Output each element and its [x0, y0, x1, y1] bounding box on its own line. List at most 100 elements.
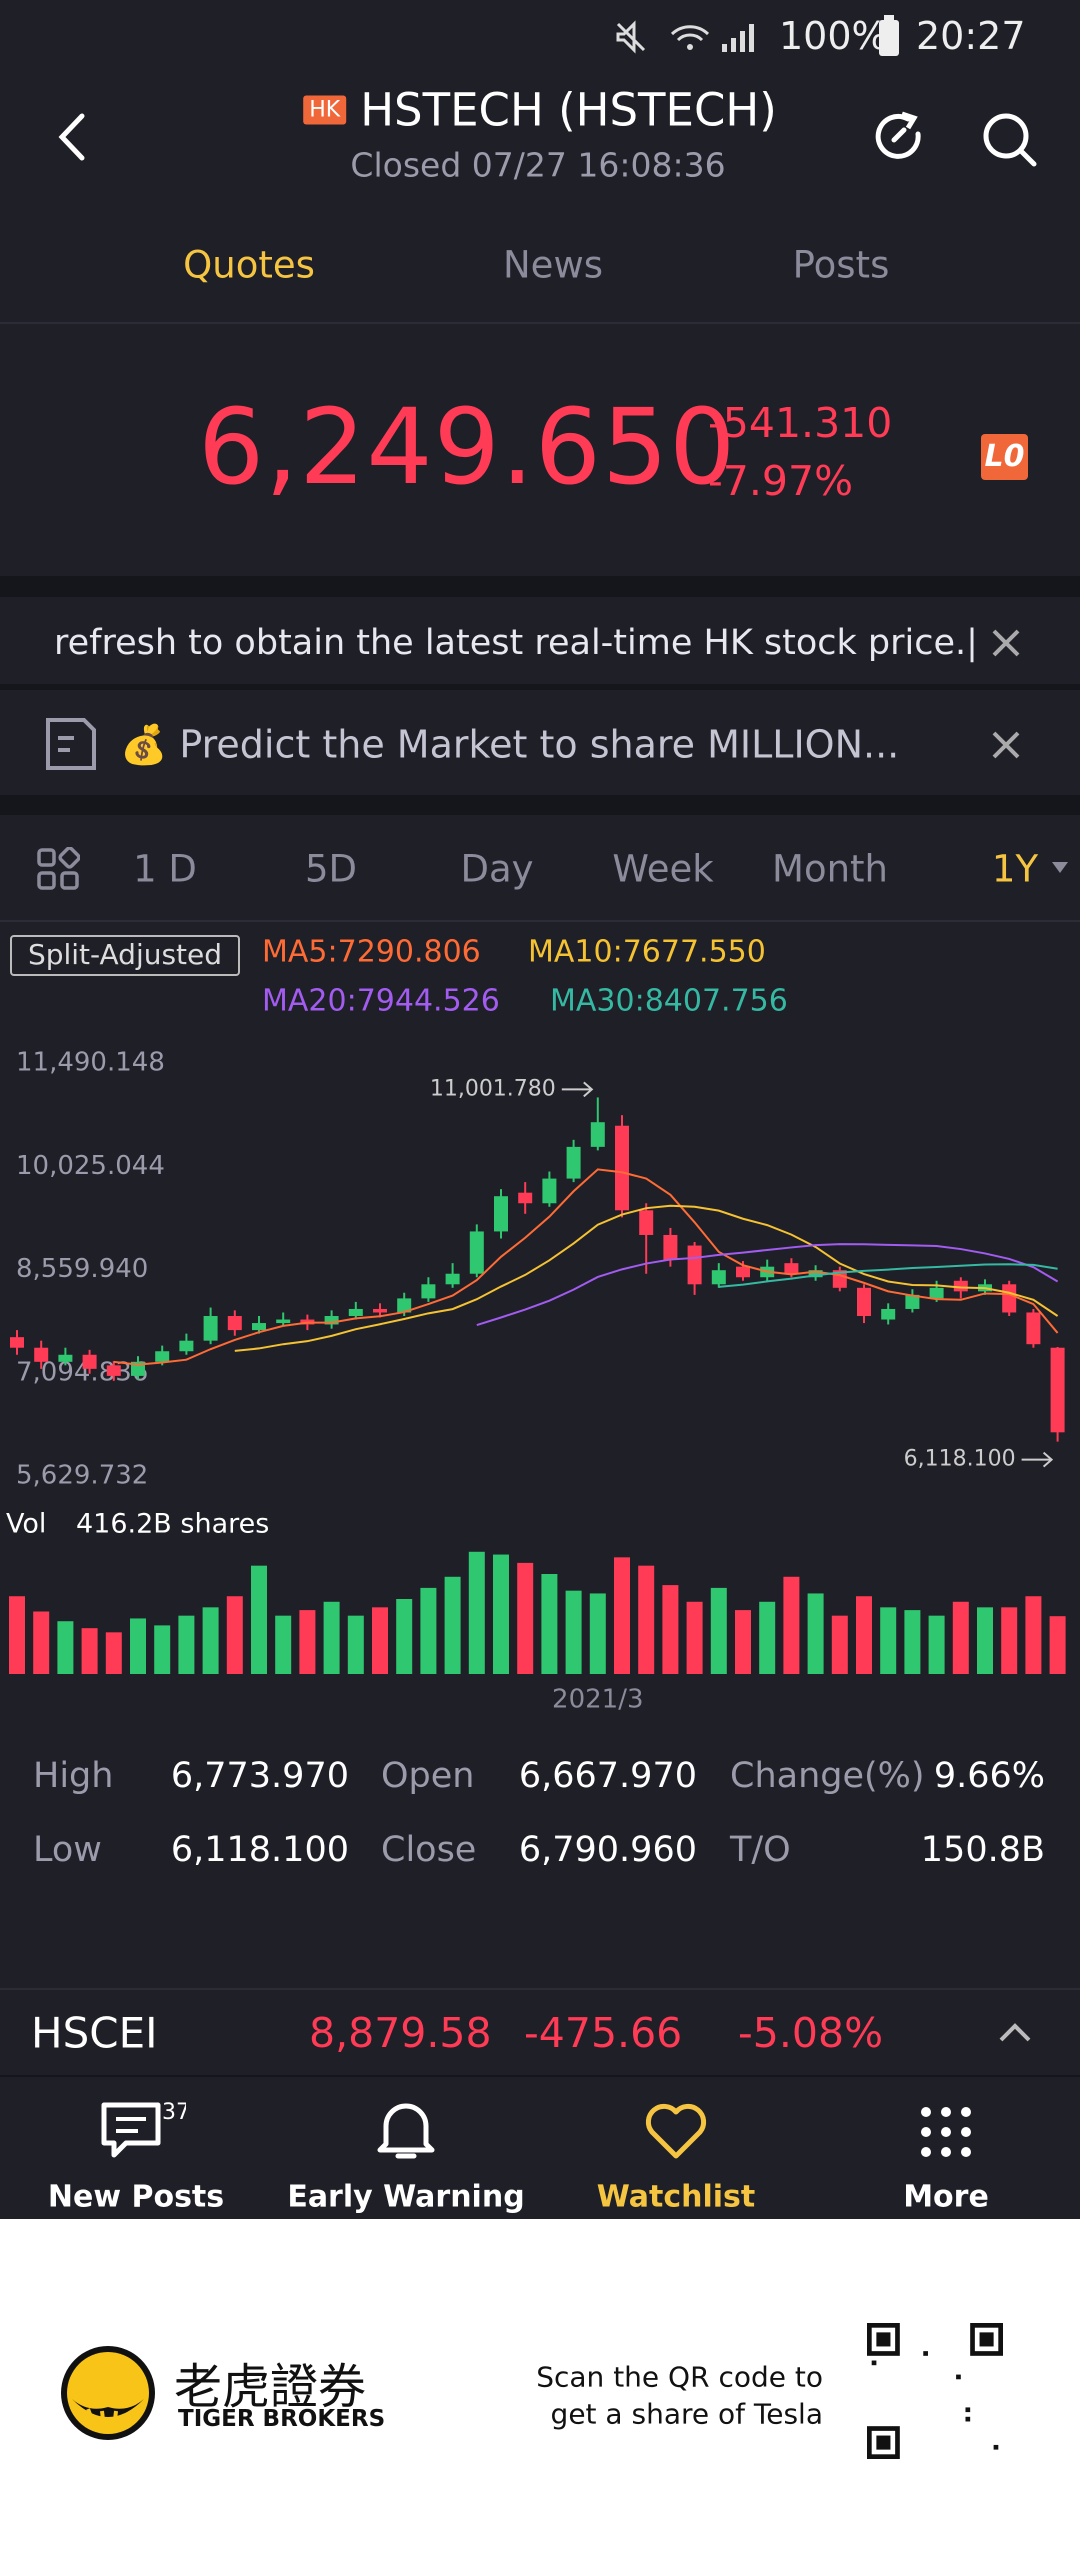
stat-label: Low: [33, 1830, 102, 1870]
nav-label[interactable]: Early Warning: [287, 2179, 525, 2215]
candle-body: [1002, 1284, 1017, 1313]
level-badge: L0: [981, 434, 1028, 480]
status-icons: [616, 20, 754, 54]
period[interactable]: 1Y: [991, 847, 1039, 891]
qr-module: [871, 2360, 877, 2366]
layout-icon[interactable]: [36, 847, 80, 891]
candle-body: [1026, 1312, 1041, 1345]
stat-label: Open: [381, 1756, 475, 1796]
legend-entry: MA20:7944.526: [262, 984, 500, 1019]
high-label: 11,001.780: [430, 1076, 556, 1101]
battery-text: 100%: [779, 14, 888, 58]
legend-entry: MA30:8407.756: [550, 984, 788, 1019]
volume-bar: [420, 1587, 437, 1674]
y-tick-label: 11,490.148: [16, 1048, 165, 1078]
volume-bar: [1025, 1596, 1042, 1674]
stat-value: 6,790.960: [518, 1830, 697, 1870]
volume-bar: [710, 1587, 727, 1674]
stock-title: HSTECH (HSTECH): [360, 83, 777, 137]
volume-bar: [952, 1601, 969, 1674]
volume-text: 416.2B shares: [76, 1509, 269, 1540]
candle-body: [10, 1337, 24, 1348]
volume-bar: [105, 1632, 122, 1674]
band: [0, 795, 1080, 815]
candle-body: [784, 1263, 799, 1274]
nav-label[interactable]: Watchlist: [596, 2179, 756, 2215]
nav-icon[interactable]: [918, 2104, 974, 2160]
qr-finder: [867, 2323, 900, 2356]
period[interactable]: 1 D: [133, 847, 197, 891]
y-tick-label: 10,025.044: [16, 1151, 165, 1181]
close-button[interactable]: [988, 727, 1024, 763]
search-button[interactable]: [980, 110, 1040, 170]
volume-bar: [783, 1576, 800, 1674]
ticker-change-pct: -5.08%: [738, 2009, 884, 2057]
divider: [0, 322, 1080, 324]
divider: [0, 2075, 1080, 2077]
qr-text: get a share of Tesla: [550, 2397, 823, 2431]
refresh-button[interactable]: [872, 110, 928, 166]
qr-text: Scan the QR code to: [536, 2360, 823, 2394]
clock: 20:27: [916, 14, 1026, 58]
nav-badge: 37: [162, 2100, 186, 2125]
legend-entry: MA10:7677.550: [528, 935, 766, 970]
tab[interactable]: Posts: [792, 243, 890, 287]
stat-value: 6,118.100: [170, 1830, 349, 1870]
volume-bar: [372, 1607, 388, 1674]
volume-bar: [9, 1596, 25, 1674]
volume-bar: [928, 1615, 945, 1674]
ma-line: [718, 1263, 1058, 1288]
candle-body: [905, 1294, 920, 1309]
candle-body: [324, 1316, 339, 1325]
volume-bar: [493, 1554, 509, 1674]
qr-finder: [876, 2435, 891, 2450]
candle-body: [348, 1308, 363, 1317]
period[interactable]: Month: [772, 847, 888, 891]
nav-label[interactable]: New Posts: [47, 2179, 225, 2215]
expand-button[interactable]: [997, 2020, 1033, 2044]
notice-text: refresh to obtain the latest real-time H…: [54, 623, 978, 663]
ma-line: [113, 1168, 1059, 1366]
nav-icon[interactable]: [376, 2098, 436, 2164]
tab[interactable]: News: [503, 243, 603, 287]
volume-bar: [81, 1628, 98, 1674]
period[interactable]: 5D: [304, 847, 358, 891]
candle-body: [106, 1365, 121, 1376]
promo-text[interactable]: 💰 Predict the Market to share MILLION...: [120, 722, 900, 767]
candle-body: [397, 1298, 412, 1313]
volume-bar: [541, 1574, 558, 1674]
qr-finder: [867, 2426, 900, 2459]
volume-bar: [275, 1615, 292, 1674]
candle-body: [82, 1354, 97, 1369]
candle-body: [518, 1192, 533, 1204]
split-label: Split-Adjusted: [28, 938, 222, 971]
stat-label: High: [33, 1756, 114, 1796]
stat-value: 6,667.970: [518, 1756, 697, 1796]
volume-bar: [831, 1615, 848, 1674]
qr-module: [965, 2416, 971, 2422]
volume-bar: [662, 1585, 679, 1674]
period[interactable]: Week: [612, 847, 714, 891]
close-button[interactable]: [988, 625, 1024, 661]
volume-bar: [251, 1565, 267, 1674]
tab[interactable]: Quotes: [183, 243, 315, 287]
ticker-change: -475.66: [524, 2009, 683, 2057]
period[interactable]: Day: [460, 847, 534, 891]
candle-body: [34, 1347, 49, 1362]
candle-body: [469, 1231, 484, 1274]
stat-value: 6,773.970: [170, 1756, 349, 1796]
candle-body: [494, 1196, 508, 1232]
candle-body: [203, 1316, 218, 1341]
volume-bar: [299, 1610, 316, 1674]
nav-icon[interactable]: 37: [96, 2095, 186, 2165]
volume-bar: [1001, 1607, 1018, 1674]
nav-icon[interactable]: [644, 2102, 708, 2160]
back-button[interactable]: [52, 112, 92, 162]
nav-label[interactable]: More: [903, 2179, 989, 2215]
qr-module: [965, 2407, 971, 2413]
candle-body: [590, 1122, 605, 1147]
volume-bar: [614, 1557, 630, 1674]
candle-body: [857, 1287, 871, 1317]
volume-bar: [517, 1562, 534, 1674]
